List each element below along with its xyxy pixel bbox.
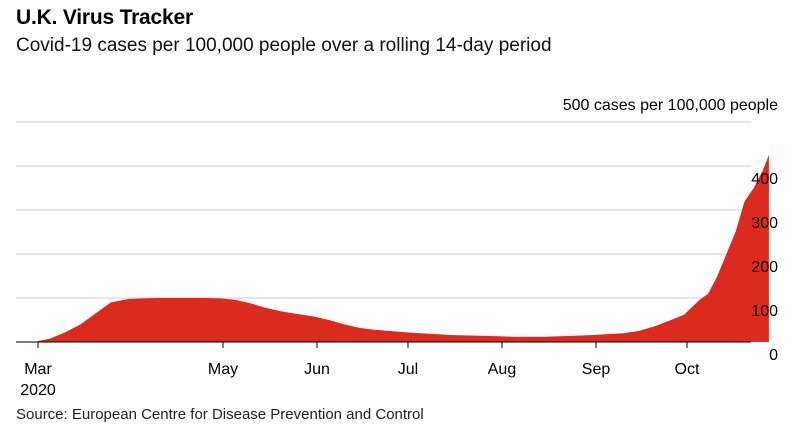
x-tick-label-jul: Jul (398, 361, 418, 378)
x-tick-year-label: 2020 (20, 382, 56, 399)
cases-area-series (38, 155, 769, 342)
y-tick-labels: 0 100 200 300 400 (751, 171, 778, 364)
y-axis-unit-label: 500 cases per 100,000 people (563, 97, 778, 114)
x-tick-label-sep: Sep (582, 361, 611, 378)
chart-subtitle: Covid-19 cases per 100,000 people over a… (16, 35, 552, 56)
x-tick-label-may: May (208, 361, 238, 378)
y-tick-label-200: 200 (751, 259, 778, 276)
y-tick-label-0: 0 (769, 347, 778, 364)
x-tick-label-jun: Jun (304, 361, 330, 378)
x-tick-labels: Mar 2020 May Jun Jul Aug Sep Oct (20, 342, 700, 399)
x-tick-label-mar: Mar (24, 361, 52, 378)
y-tick-label-100: 100 (751, 303, 778, 320)
source-note: Source: European Centre for Disease Prev… (16, 406, 424, 423)
gridlines (16, 121, 751, 299)
chart-title: U.K. Virus Tracker (16, 6, 193, 29)
x-tick-label-oct: Oct (675, 361, 700, 378)
y-tick-label-300: 300 (751, 215, 778, 232)
x-tick-label-aug: Aug (488, 361, 516, 378)
y-tick-label-400: 400 (751, 171, 778, 188)
